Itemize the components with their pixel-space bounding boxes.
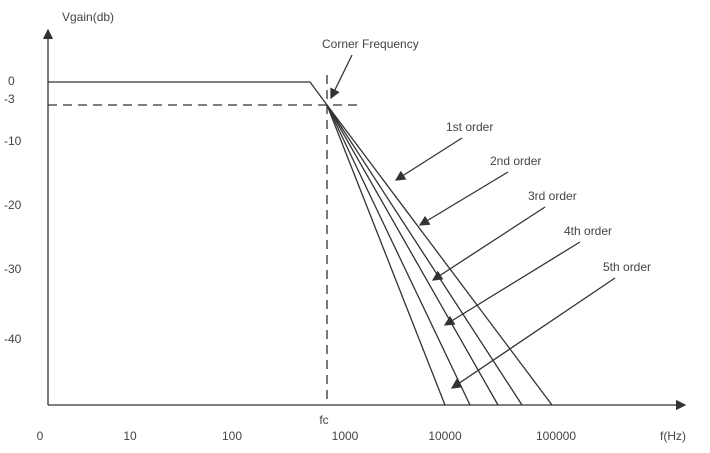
arrows xyxy=(330,54,616,389)
corner-label: Corner Frequency xyxy=(322,37,419,51)
order-label: 1st order xyxy=(446,120,493,134)
order-label: 2nd order xyxy=(490,154,541,168)
rolloff-lines xyxy=(326,104,553,406)
x-tick-label: 100 xyxy=(222,429,242,443)
passband xyxy=(48,81,328,106)
y-tick-label: -10 xyxy=(4,134,22,148)
x-tick-label: 10000 xyxy=(428,429,462,443)
x-tick-label: 100000 xyxy=(536,429,576,443)
y-tick-label: -20 xyxy=(4,198,22,212)
fc-label: fc xyxy=(319,413,328,427)
order-label: 3rd order xyxy=(528,189,577,203)
y-tick-label: -40 xyxy=(4,332,22,346)
y-tick-label: -3 xyxy=(4,92,15,106)
order-label: 4th order xyxy=(564,224,612,238)
order-label: 5th order xyxy=(603,260,651,274)
x-tick-label: 0 xyxy=(37,429,44,443)
y-axis-label: Vgain(db) xyxy=(62,10,114,24)
x-tick-label: 10 xyxy=(123,429,137,443)
x-tick-label: 1000 xyxy=(332,429,359,443)
x-axis-label: f(Hz) xyxy=(660,429,686,443)
y-tick-label: -30 xyxy=(4,262,22,276)
y-tick-label: 0 xyxy=(8,74,15,88)
